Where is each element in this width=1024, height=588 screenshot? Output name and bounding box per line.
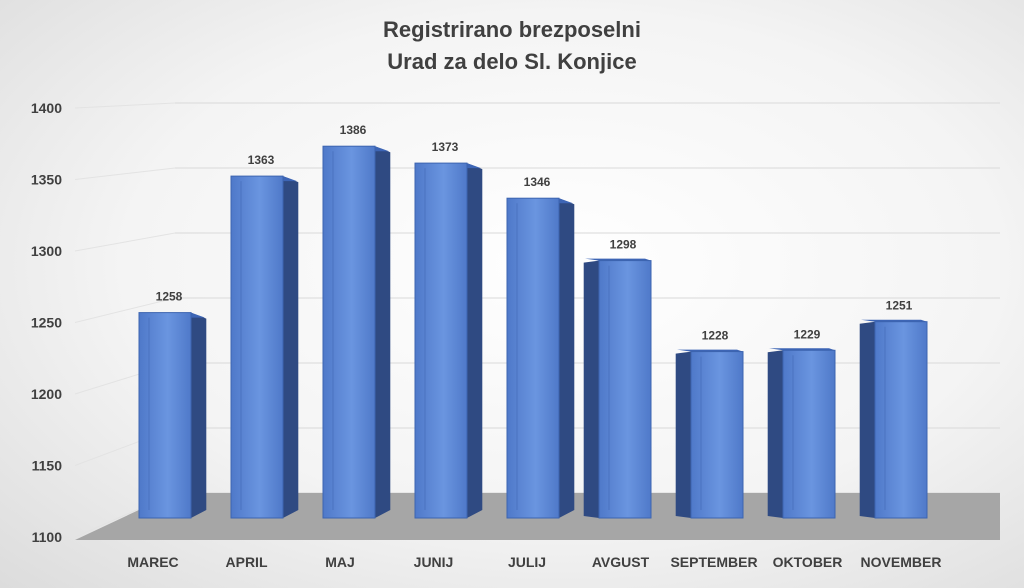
data-label: 1251 [886, 299, 913, 313]
data-label: 1258 [156, 290, 183, 304]
data-label: 1386 [340, 123, 367, 137]
bar-side [767, 350, 783, 518]
bar-front [230, 175, 284, 519]
bar-front [414, 162, 468, 519]
y-tick-label: 1200 [31, 386, 62, 402]
bar: 1346 [506, 175, 575, 519]
bar-front [598, 260, 652, 519]
gridline-depth [74, 102, 176, 109]
data-label: 1298 [610, 238, 637, 252]
y-tick-label: 1300 [31, 243, 62, 259]
bar-front [138, 312, 192, 519]
bar-side [675, 351, 691, 518]
bar-side [375, 146, 391, 518]
bars: 1258 1363 1386 1373 1346 1298 1228 1229 1251 [138, 123, 928, 519]
x-tick-label: SEPTEMBER [670, 554, 757, 570]
chart-title-block: Registrirano brezposelni Urad za delo Sl… [0, 14, 1024, 78]
bar: 1298 [583, 238, 652, 519]
gridline-depth [74, 297, 176, 323]
x-tick-label: MAJ [325, 554, 355, 570]
bar: 1229 [767, 327, 836, 519]
bar-front [690, 351, 744, 519]
bar-front [322, 145, 376, 519]
data-label: 1363 [248, 153, 275, 167]
y-axis-ticks: 1100 1150 1200 1250 1300 1350 1400 [31, 100, 62, 545]
bar-front [782, 349, 836, 519]
y-tick-label: 1250 [31, 315, 62, 331]
bar: 1363 [230, 153, 299, 519]
data-label: 1346 [524, 175, 551, 189]
data-label: 1229 [794, 327, 821, 341]
bar-side [467, 163, 483, 518]
gridline-depth [74, 232, 176, 252]
bar-side [191, 312, 207, 518]
x-tick-label: APRIL [226, 554, 268, 570]
y-tick-label: 1150 [32, 458, 63, 474]
x-tick-label: NOVEMBER [861, 554, 942, 570]
bar-top [769, 348, 835, 351]
bar: 1228 [675, 329, 744, 519]
x-tick-label: JUNIJ [414, 554, 454, 570]
bar: 1258 [138, 290, 207, 519]
bar: 1373 [414, 140, 483, 519]
y-tick-label: 1100 [32, 529, 63, 545]
bar-side [583, 260, 599, 518]
x-axis-ticks: MAREC APRIL MAJ JUNIJ JULIJ AVGUST SEPTEMBER OK… [127, 554, 941, 570]
chart-subtitle: Urad za delo Sl. Konjice [387, 49, 637, 74]
x-tick-label: MAREC [127, 554, 178, 570]
data-label: 1373 [432, 140, 459, 154]
bar: 1251 [859, 299, 928, 519]
x-tick-label: JULIJ [508, 554, 546, 570]
x-tick-label: OKTOBER [773, 554, 843, 570]
data-label: 1228 [702, 329, 729, 343]
chart-title: Registrirano brezposelni [383, 17, 641, 42]
x-tick-label: AVGUST [592, 554, 650, 570]
bar-side [859, 321, 875, 518]
bar-side [559, 198, 575, 518]
gridline-depth [74, 167, 176, 180]
bar-side [283, 176, 299, 518]
bar: 1386 [322, 123, 391, 519]
bar-front [506, 197, 560, 519]
y-tick-label: 1350 [31, 172, 62, 188]
y-tick-label: 1400 [31, 100, 62, 116]
bar-front [874, 321, 928, 519]
